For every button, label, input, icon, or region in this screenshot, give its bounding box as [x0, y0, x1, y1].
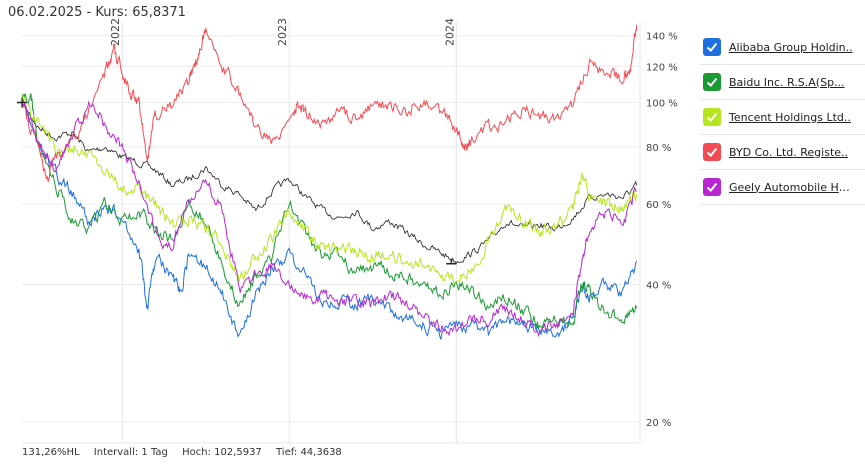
chart-footer: 131,26%HL Intervall: 1 Tag Hoch: 102,593…: [22, 447, 353, 458]
y-tick-label: 20 %: [646, 418, 671, 429]
legend-label-alibaba[interactable]: Alibaba Group Holdin..: [729, 40, 853, 54]
header-separator: -: [86, 5, 92, 20]
chart-axis-labels: 140 % 120 % 100 % 80 % 60 % 40 % 20 % 2022 2023 2…: [109, 18, 678, 429]
checkbox-checked-icon[interactable]: [703, 143, 721, 161]
legend-item-alibaba[interactable]: Alibaba Group Holdin..: [700, 30, 865, 65]
y-tick-label: 140 %: [646, 32, 678, 43]
legend-item-baidu[interactable]: Baidu Inc. R.S.A(Sp...: [700, 65, 865, 100]
series-line-benchmark: [21, 102, 638, 265]
series-line-5: [21, 100, 637, 338]
chart-grid: [22, 22, 641, 444]
header-price-label: Kurs:: [95, 5, 129, 20]
legend-label-byd[interactable]: BYD Co. Ltd. Registe..: [729, 145, 849, 159]
footer-interval: Intervall: 1 Tag: [93, 447, 168, 458]
chart-markers: [17, 97, 457, 265]
footer-hl: 131,26%HL: [22, 447, 80, 458]
chart-header: 06.02.2025 - Kurs: 65,8371: [8, 5, 186, 20]
y-tick-label: 100 %: [646, 99, 678, 110]
y-tick-label: 120 %: [646, 62, 678, 73]
y-tick-label: 80 %: [646, 143, 671, 154]
x-year-label: 2023: [276, 18, 289, 46]
header-date: 06.02.2025: [8, 5, 83, 20]
line-chart[interactable]: 140 % 120 % 100 % 80 % 60 % 40 % 20 % 2022 2023 2…: [0, 0, 700, 445]
series-line-3: [21, 94, 638, 285]
legend-label-geely[interactable]: Geely Automobile Hol..: [729, 180, 854, 194]
y-tick-label: 60 %: [646, 200, 671, 211]
checkbox-checked-icon[interactable]: [703, 38, 721, 56]
chart-series-lines: [21, 24, 638, 340]
legend-item-tencent[interactable]: Tencent Holdings Ltd..: [700, 100, 865, 135]
footer-low: Tief: 44,3638: [276, 447, 342, 458]
series-line-2: [21, 92, 638, 330]
checkbox-checked-icon[interactable]: [703, 108, 721, 126]
legend-label-baidu[interactable]: Baidu Inc. R.S.A(Sp...: [729, 75, 845, 89]
legend-item-geely[interactable]: Geely Automobile Hol..: [700, 170, 865, 205]
y-tick-label: 40 %: [646, 280, 671, 291]
legend: Alibaba Group Holdin.. Baidu Inc. R.S.A(…: [700, 30, 865, 205]
checkbox-checked-icon[interactable]: [703, 178, 721, 196]
footer-high: Hoch: 102,5937: [182, 447, 262, 458]
header-price-value: 65,8371: [132, 5, 186, 20]
x-year-label: 2022: [109, 18, 122, 46]
legend-item-byd[interactable]: BYD Co. Ltd. Registe..: [700, 135, 865, 170]
series-line-4: [21, 24, 638, 182]
checkbox-checked-icon[interactable]: [703, 73, 721, 91]
x-year-label: 2024: [443, 18, 456, 46]
legend-label-tencent[interactable]: Tencent Holdings Ltd..: [729, 110, 851, 124]
